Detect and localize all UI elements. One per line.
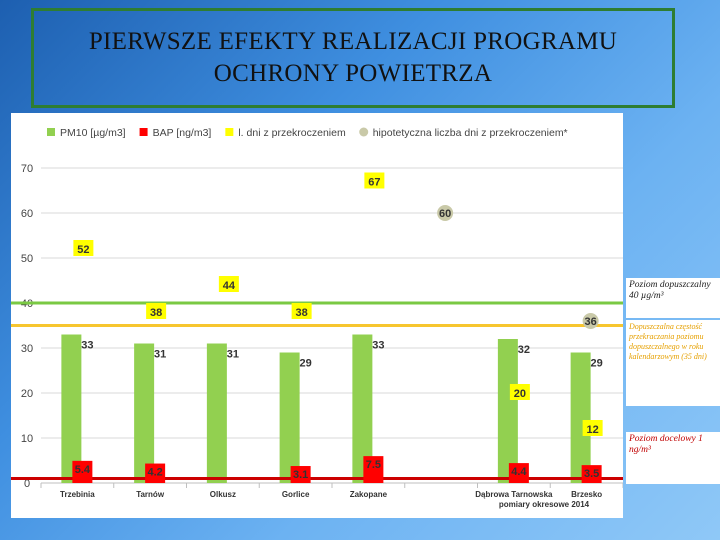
legend-entry: BAP [ng/m3] xyxy=(153,127,212,139)
pm10-bar xyxy=(352,334,373,483)
days-value-label: 38 xyxy=(296,307,308,319)
bap-value-label: 7.5 xyxy=(366,459,381,471)
y-tick-label: 10 xyxy=(21,433,33,445)
pm10-bar xyxy=(206,343,227,483)
hypothetical-days-label: 60 xyxy=(439,208,451,220)
legend-entry: hipotetyczna liczba dni z przekroczeniem… xyxy=(373,127,568,139)
legend-marker xyxy=(225,128,234,136)
pm10-value-label: 33 xyxy=(81,340,93,352)
y-tick-label: 70 xyxy=(21,163,33,175)
bap-value-label: 3.5 xyxy=(584,468,599,480)
bap-value-label: 5.4 xyxy=(75,464,91,476)
x-category-label: Trzebinia xyxy=(60,490,95,499)
days-label-box xyxy=(73,240,94,256)
pm10-value-label: 31 xyxy=(227,349,239,361)
days-limit-label: Dopuszczalna częstość przekraczania pozi… xyxy=(626,320,720,406)
bap-bar xyxy=(72,460,93,483)
hypothetical-days-marker xyxy=(437,205,454,221)
days-value-label: 67 xyxy=(368,177,380,189)
page-title-line2: OCHRONY POWIETRZA xyxy=(213,60,493,87)
legend-entry: l. dni z przekroczeniem xyxy=(238,127,346,139)
bap-bar xyxy=(508,463,529,483)
chart-footnote: pomiary okresowe 2014 xyxy=(498,500,590,509)
pm10-value-label: 31 xyxy=(154,349,166,361)
legend-marker xyxy=(47,128,55,136)
bap-bar xyxy=(290,466,311,483)
days-label-box xyxy=(146,303,167,319)
pm10-value-label: 29 xyxy=(591,358,603,370)
bap-value-label: 4.2 xyxy=(147,467,162,479)
bap-limit-label: Poziom docelowy 1 ng/m³ xyxy=(626,432,720,484)
bar-chart: PM10 [µg/m3] BAP [ng/m3] l. dni z przekroc… xyxy=(11,127,623,499)
bap-bar xyxy=(581,465,602,483)
days-label-box xyxy=(218,276,239,292)
y-tick-label: 60 xyxy=(21,208,33,220)
days-value-label: 44 xyxy=(223,280,236,292)
page-title: PIERWSZE EFEKTY REALIZACJI PROGRAMU OCHR… xyxy=(31,8,675,108)
bap-value-label: 4.4 xyxy=(511,466,527,478)
x-category-label: Gorlice xyxy=(282,490,310,499)
days-value-label: 52 xyxy=(77,244,89,256)
page-title-line1: PIERWSZE EFEKTY REALIZACJI PROGRAMU xyxy=(88,28,618,55)
bap-bar xyxy=(363,456,384,483)
days-label-box xyxy=(509,384,530,400)
legend-marker xyxy=(359,127,369,137)
y-tick-label: 20 xyxy=(21,388,33,400)
pm10-bar xyxy=(61,334,82,483)
chart-area: PM10 [µg/m3] BAP [ng/m3] l. dni z przekroc… xyxy=(11,113,623,518)
pm10-bar xyxy=(279,352,300,483)
hypothetical-days-marker xyxy=(582,313,599,329)
pm10-value-label: 33 xyxy=(372,340,384,352)
legend-entry: PM10 [µg/m3] xyxy=(60,127,126,139)
days-label-box xyxy=(364,172,385,189)
pm10-value-label: 29 xyxy=(300,358,312,370)
pm10-bar xyxy=(570,352,591,483)
y-tick-label: 30 xyxy=(21,343,33,355)
days-value-label: 20 xyxy=(514,388,526,400)
x-category-label: Olkusz xyxy=(210,490,236,499)
pm10-bar xyxy=(497,339,518,483)
days-label-box xyxy=(582,420,603,436)
bap-bar xyxy=(145,463,166,483)
x-category-label: Dąbrowa Tarnowska xyxy=(475,490,553,499)
x-category-label: Brzesko xyxy=(571,490,602,499)
x-category-label: Tarnów xyxy=(136,490,165,499)
hypothetical-days-label: 36 xyxy=(585,316,597,328)
x-category-label: Zakopane xyxy=(350,490,388,499)
legend-marker xyxy=(139,128,148,136)
y-tick-label: 0 xyxy=(24,478,30,490)
pm10-limit-label: Poziom dopuszczalny 40 µg/m³ xyxy=(626,278,720,318)
days-label-box xyxy=(291,303,312,319)
bap-value-label: 3.1 xyxy=(293,469,308,481)
days-value-label: 12 xyxy=(587,424,599,436)
pm10-bar xyxy=(134,343,155,483)
days-value-label: 38 xyxy=(150,307,162,319)
pm10-value-label: 32 xyxy=(518,344,530,356)
y-tick-label: 50 xyxy=(21,253,33,265)
